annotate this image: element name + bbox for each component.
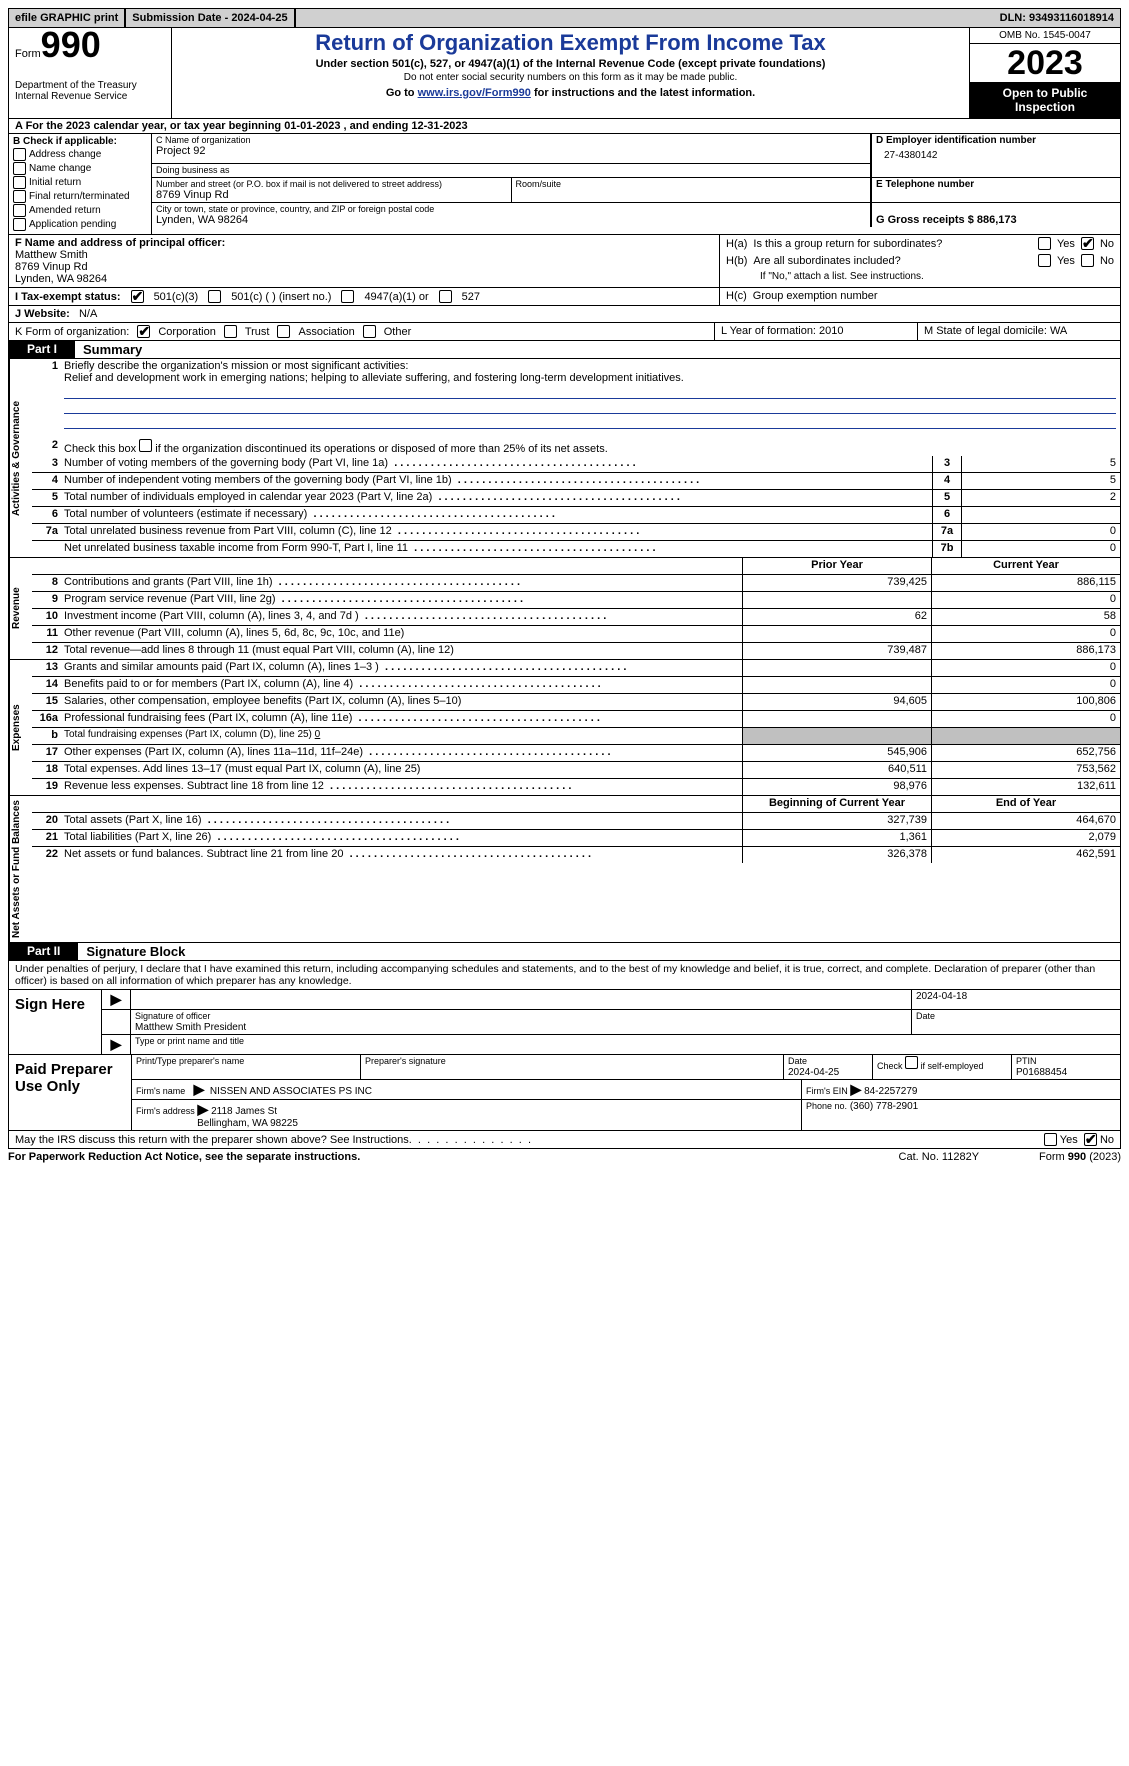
chk-trust[interactable]	[224, 325, 237, 338]
chk-self-employed[interactable]	[905, 1056, 918, 1069]
chk-527[interactable]	[439, 290, 452, 303]
chk-other[interactable]	[363, 325, 376, 338]
perjury-declaration: Under penalties of perjury, I declare th…	[9, 961, 1120, 990]
form-subtitle: Under section 501(c), 527, or 4947(a)(1)…	[180, 58, 961, 70]
firm-phone: (360) 778-2901	[850, 1101, 918, 1112]
sign-here-label: Sign Here	[9, 990, 102, 1054]
val-6	[961, 507, 1120, 523]
val-7a: 0	[961, 524, 1120, 540]
chk-ha-yes[interactable]	[1038, 237, 1051, 250]
chk-hb-yes[interactable]	[1038, 254, 1051, 267]
part1-header: Part I Summary	[8, 341, 1121, 359]
form-title: Return of Organization Exempt From Incom…	[180, 30, 961, 56]
officer-sig-name: Matthew Smith President	[135, 1022, 246, 1033]
chk-final-return[interactable]	[13, 190, 26, 203]
chk-name-change[interactable]	[13, 162, 26, 175]
dln: DLN: 93493116018914	[1000, 12, 1120, 24]
top-bar: efile GRAPHIC print Submission Date - 20…	[8, 8, 1121, 28]
gross-receipts: G Gross receipts $ 886,173	[876, 214, 1017, 226]
section-bcd: B Check if applicable: Address change Na…	[8, 134, 1121, 235]
arrow-icon: ▶	[102, 990, 131, 1009]
chk-address-change[interactable]	[13, 148, 26, 161]
org-name: Project 92	[156, 145, 866, 157]
chk-discuss-no[interactable]	[1084, 1133, 1097, 1146]
chk-discuss-yes[interactable]	[1044, 1133, 1057, 1146]
chk-amended-return[interactable]	[13, 204, 26, 217]
officer-name: Matthew Smith	[15, 249, 88, 261]
form990-link[interactable]: www.irs.gov/Form990	[418, 87, 531, 99]
open-inspection: Open to Public Inspection	[970, 82, 1120, 118]
chk-ha-no[interactable]	[1081, 237, 1094, 250]
section-governance: Activities & Governance 1 Briefly descri…	[8, 359, 1121, 558]
signature-section: Under penalties of perjury, I declare th…	[8, 961, 1121, 1131]
arrow-icon: ▶	[102, 1035, 131, 1054]
city-state-zip: Lynden, WA 98264	[156, 214, 866, 226]
section-j: J Website: N/A	[8, 306, 1121, 323]
discuss-row: May the IRS discuss this return with the…	[8, 1131, 1121, 1149]
paid-preparer-label: Paid Preparer Use Only	[9, 1055, 132, 1130]
ptin: P01688454	[1016, 1067, 1067, 1078]
row-a-tax-year: A For the 2023 calendar year, or tax yea…	[8, 119, 1121, 134]
chk-initial-return[interactable]	[13, 176, 26, 189]
website: N/A	[79, 308, 97, 320]
street-address: 8769 Vinup Rd	[156, 189, 507, 201]
tax-year: 2023	[970, 44, 1120, 82]
section-fh: F Name and address of principal officer:…	[8, 235, 1121, 288]
omb-number: OMB No. 1545-0047	[970, 28, 1120, 44]
part2-header: Part II Signature Block	[8, 943, 1121, 961]
val-7b: 0	[961, 541, 1120, 557]
chk-4947[interactable]	[341, 290, 354, 303]
chk-corporation[interactable]	[137, 325, 150, 338]
firm-name: NISSEN AND ASSOCIATES PS INC	[210, 1086, 372, 1097]
chk-501c3[interactable]	[131, 290, 144, 303]
chk-application-pending[interactable]	[13, 218, 26, 231]
state-domicile: M State of legal domicile: WA	[924, 325, 1067, 337]
year-formation: L Year of formation: 2010	[721, 325, 844, 337]
section-klm: K Form of organization: Corporation Trus…	[8, 323, 1121, 341]
section-net-assets: Net Assets or Fund Balances Beginning of…	[8, 796, 1121, 943]
form-number: 990	[41, 24, 101, 65]
firm-ein: 84-2257279	[864, 1086, 917, 1097]
val-5: 2	[961, 490, 1120, 506]
ein: 27-4380142	[876, 146, 1116, 165]
chk-association[interactable]	[277, 325, 290, 338]
val-3: 5	[961, 456, 1120, 472]
section-revenue: Revenue Prior Year Current Year 8Contrib…	[8, 558, 1121, 660]
section-b: B Check if applicable: Address change Na…	[9, 134, 152, 234]
chk-discontinued[interactable]	[139, 439, 152, 452]
chk-hb-no[interactable]	[1081, 254, 1094, 267]
chk-501c[interactable]	[208, 290, 221, 303]
dept-treasury: Department of the Treasury Internal Reve…	[15, 80, 165, 102]
section-i: I Tax-exempt status: 501(c)(3) 501(c) ( …	[8, 288, 1121, 306]
form-header: Form990 Department of the Treasury Inter…	[8, 28, 1121, 119]
page-footer: For Paperwork Reduction Act Notice, see …	[8, 1149, 1121, 1165]
submission-date: Submission Date - 2024-04-25	[126, 9, 295, 27]
mission-text: Relief and development work in emerging …	[64, 372, 684, 384]
section-expenses: Expenses 13Grants and similar amounts pa…	[8, 660, 1121, 796]
val-4: 5	[961, 473, 1120, 489]
